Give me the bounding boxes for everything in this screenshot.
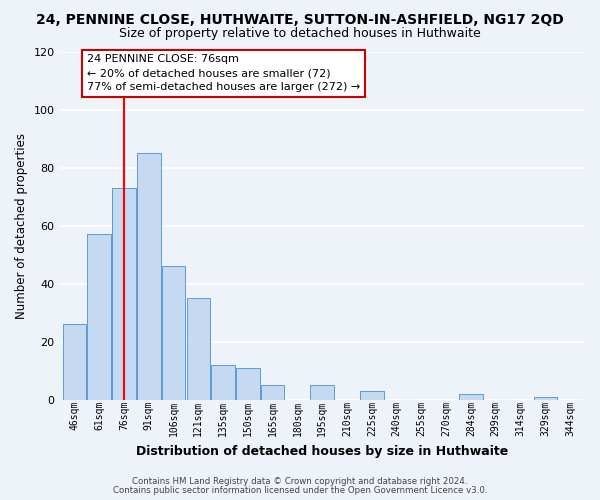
Bar (187, 298, 210, 400)
Bar (360, 391, 383, 400)
Bar (137, 153, 161, 400)
Y-axis label: Number of detached properties: Number of detached properties (15, 132, 28, 318)
Bar (236, 368, 260, 400)
Bar (533, 396, 557, 400)
Bar (62, 324, 86, 400)
Bar (112, 188, 136, 400)
Bar (459, 394, 483, 400)
Text: Contains public sector information licensed under the Open Government Licence v3: Contains public sector information licen… (113, 486, 487, 495)
Bar (211, 364, 235, 400)
Bar (261, 385, 284, 400)
Text: Contains HM Land Registry data © Crown copyright and database right 2024.: Contains HM Land Registry data © Crown c… (132, 477, 468, 486)
Text: 24, PENNINE CLOSE, HUTHWAITE, SUTTON-IN-ASHFIELD, NG17 2QD: 24, PENNINE CLOSE, HUTHWAITE, SUTTON-IN-… (36, 12, 564, 26)
Bar (88, 234, 111, 400)
X-axis label: Distribution of detached houses by size in Huthwaite: Distribution of detached houses by size … (136, 444, 508, 458)
Text: 24 PENNINE CLOSE: 76sqm
← 20% of detached houses are smaller (72)
77% of semi-de: 24 PENNINE CLOSE: 76sqm ← 20% of detache… (87, 54, 360, 92)
Bar (310, 385, 334, 400)
Bar (162, 266, 185, 400)
Text: Size of property relative to detached houses in Huthwaite: Size of property relative to detached ho… (119, 28, 481, 40)
